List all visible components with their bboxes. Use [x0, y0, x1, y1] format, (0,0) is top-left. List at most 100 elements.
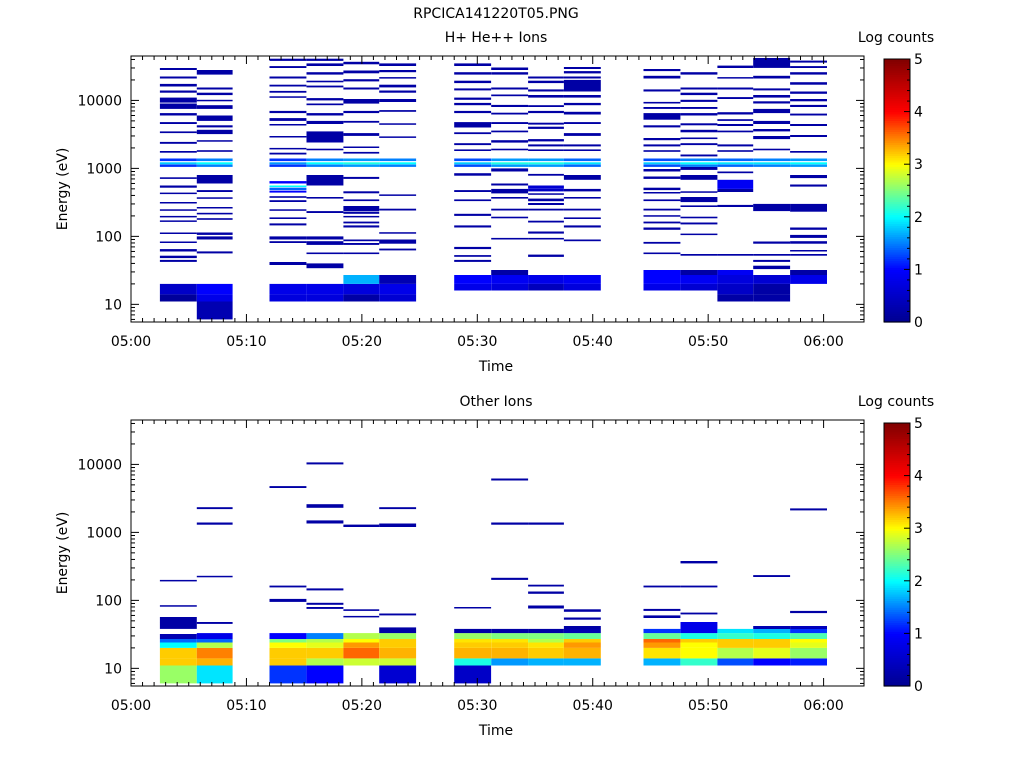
colorbar-segment	[884, 218, 910, 222]
colorbar-segment	[884, 168, 910, 172]
colorbar-segment	[884, 313, 910, 317]
heatmap-cell	[379, 639, 417, 643]
colorbar-segment	[884, 589, 910, 593]
heatmap-cell	[306, 58, 344, 61]
x-tick-label: 05:00	[111, 698, 151, 714]
colorbar-tick-label: 1	[914, 262, 923, 278]
heatmap-cell	[717, 628, 754, 634]
heatmap-cell	[528, 149, 564, 151]
heatmap-cell	[790, 135, 827, 137]
heatmap-cell	[159, 220, 197, 222]
heatmap-cell	[643, 639, 681, 643]
heatmap-cell	[491, 270, 529, 275]
colorbar-segment	[884, 602, 910, 606]
colorbar-segment	[884, 260, 910, 264]
colorbar-segment	[884, 668, 910, 672]
heatmap-cell	[269, 162, 307, 165]
heatmap-cell	[491, 628, 529, 634]
heatmap-cell	[379, 70, 417, 73]
heatmap-cell	[269, 294, 307, 302]
heatmap-cell	[343, 615, 380, 618]
colorbar-segment	[884, 440, 910, 444]
heatmap-cell	[454, 164, 492, 167]
heatmap-cell	[753, 254, 791, 256]
heatmap-cell	[680, 175, 718, 180]
colorbar-segment	[884, 543, 910, 547]
heatmap-cell	[528, 647, 564, 659]
heatmap-cell	[643, 164, 681, 167]
heatmap-cell	[454, 225, 492, 228]
heatmap-cell	[643, 633, 681, 639]
heatmap-cell	[528, 110, 564, 114]
heatmap-cell	[306, 520, 344, 524]
heatmap-cell	[159, 141, 197, 144]
colorbar-segment	[884, 304, 910, 308]
colorbar-segment	[884, 451, 910, 455]
colorbar-segment	[884, 94, 910, 97]
colorbar-segment	[884, 609, 910, 613]
heatmap-cell	[491, 478, 529, 481]
colorbar-segment	[884, 534, 910, 538]
colorbar-segment	[884, 256, 910, 260]
heatmap-cell	[454, 149, 492, 151]
heatmap-cell	[491, 140, 529, 143]
heatmap-cell	[196, 115, 233, 121]
heatmap-cell	[306, 283, 344, 295]
colorbar-segment	[884, 188, 910, 192]
y-tick-label: 10	[104, 297, 122, 313]
colorbar-segment	[884, 89, 910, 93]
heatmap-cell	[454, 122, 492, 128]
colorbar-segment	[884, 661, 910, 665]
colorbar-segment	[884, 131, 910, 135]
heatmap-cell	[790, 639, 827, 643]
heatmap-cell	[491, 162, 529, 165]
colorbar-segment	[884, 501, 910, 505]
x-tick-label: 05:50	[688, 698, 728, 714]
colorbar-segment	[884, 622, 910, 626]
heatmap-cell	[491, 208, 529, 211]
heatmap-cell	[491, 647, 529, 659]
colorbar-segment	[884, 96, 910, 100]
heatmap-cell	[306, 164, 344, 167]
colorbar-segment	[884, 526, 910, 529]
heatmap-cell	[563, 164, 601, 167]
heatmap-cell	[196, 105, 233, 109]
heatmap-cell	[491, 158, 529, 162]
colorbar-frame	[883, 58, 911, 323]
colorbar-segment	[884, 319, 910, 323]
heatmap-cell	[196, 236, 233, 240]
heatmap-cell	[643, 221, 681, 224]
heatmap-cell	[717, 130, 754, 133]
colorbar-segment	[884, 306, 910, 310]
colorbar-segment	[884, 238, 910, 242]
heatmap-cell	[306, 263, 344, 269]
heatmap-cell	[643, 169, 681, 172]
heatmap-cell	[159, 177, 197, 179]
heatmap-cell	[528, 208, 564, 211]
heatmap-cell	[680, 164, 718, 167]
heatmap-cell	[528, 158, 564, 162]
colorbar-segment	[884, 585, 910, 588]
colorbar-tick-label: 5	[914, 416, 923, 432]
heatmap-cell	[379, 162, 417, 165]
heatmap-cell	[159, 622, 197, 629]
colorbar-segment	[884, 221, 910, 224]
heatmap-cell	[379, 232, 417, 234]
heatmap-cell	[643, 158, 681, 162]
heatmap-cell	[159, 76, 197, 79]
colorbar-segment	[884, 295, 910, 299]
heatmap-cell	[717, 179, 754, 184]
x-tick-label: 05:30	[457, 698, 497, 714]
heatmap-cell	[717, 270, 754, 275]
heatmap-cell	[196, 658, 233, 666]
heatmap-cell	[680, 99, 718, 102]
heatmap-cell	[269, 136, 307, 138]
heatmap-cell	[753, 158, 791, 162]
heatmap-cell	[269, 96, 307, 98]
heatmap-cell	[343, 79, 380, 82]
colorbar-segment	[884, 245, 910, 249]
heatmap-cell	[196, 162, 233, 165]
heatmap-cell	[643, 125, 681, 128]
heatmap-cell	[643, 585, 681, 588]
heatmap-cell	[343, 283, 380, 295]
